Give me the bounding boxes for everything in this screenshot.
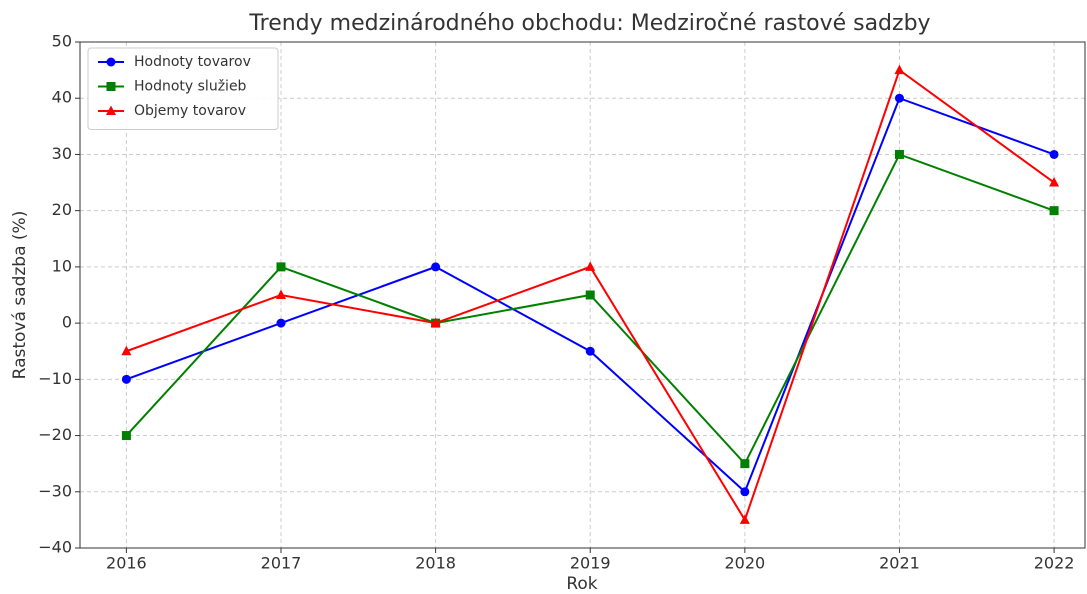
- x-tick-label: 2021: [879, 554, 920, 573]
- y-tick-label: 20: [52, 200, 72, 219]
- y-tick-label: 0: [62, 313, 72, 332]
- marker: [740, 459, 750, 469]
- legend-box: [87, 47, 279, 130]
- marker: [1049, 206, 1059, 216]
- y-tick-label: −40: [38, 538, 72, 557]
- marker: [276, 262, 286, 272]
- legend-label: Hodnoty služieb: [134, 79, 247, 95]
- marker: [431, 262, 441, 272]
- marker: [894, 64, 905, 75]
- x-tick-label: 2017: [261, 554, 302, 573]
- plot-frame: [79, 41, 1086, 549]
- marker: [430, 317, 441, 328]
- x-tick-label: 2019: [570, 554, 611, 573]
- marker: [585, 346, 595, 356]
- chart-title: Trendy medzinárodného obchodu: Medziročn…: [248, 11, 930, 36]
- marker: [121, 431, 131, 441]
- y-tick-label: 50: [52, 32, 72, 51]
- marker: [121, 374, 131, 384]
- marker: [894, 93, 904, 103]
- y-tick-label: 10: [52, 256, 72, 275]
- y-tick-label: 40: [52, 88, 72, 107]
- marker: [1049, 177, 1060, 187]
- marker: [739, 514, 750, 524]
- marker: [276, 289, 286, 299]
- x-tick-label: 2020: [724, 554, 765, 573]
- y-tick-label: −10: [38, 369, 72, 388]
- marker: [106, 105, 116, 115]
- marker: [740, 487, 750, 497]
- marker: [585, 261, 596, 271]
- y-tick-label: −20: [38, 425, 72, 444]
- x-tick-label: 2018: [415, 554, 456, 573]
- x-tick-label: 2022: [1034, 554, 1075, 573]
- y-tick-label: 30: [52, 144, 72, 163]
- marker: [106, 82, 116, 91]
- y-axis-label: Rastová sadzba (%): [10, 211, 30, 380]
- marker: [121, 345, 132, 356]
- marker: [585, 290, 595, 300]
- legend-label: Hodnoty tovarov: [134, 54, 251, 70]
- marker: [894, 149, 904, 159]
- legend-label: Objemy tovarov: [134, 103, 246, 119]
- y-tick-label: −30: [38, 481, 72, 500]
- x-tick-label: 2016: [106, 554, 147, 573]
- marker: [1049, 149, 1059, 159]
- x-axis-label: Rok: [566, 574, 597, 594]
- marker: [106, 57, 116, 67]
- marker: [276, 318, 286, 328]
